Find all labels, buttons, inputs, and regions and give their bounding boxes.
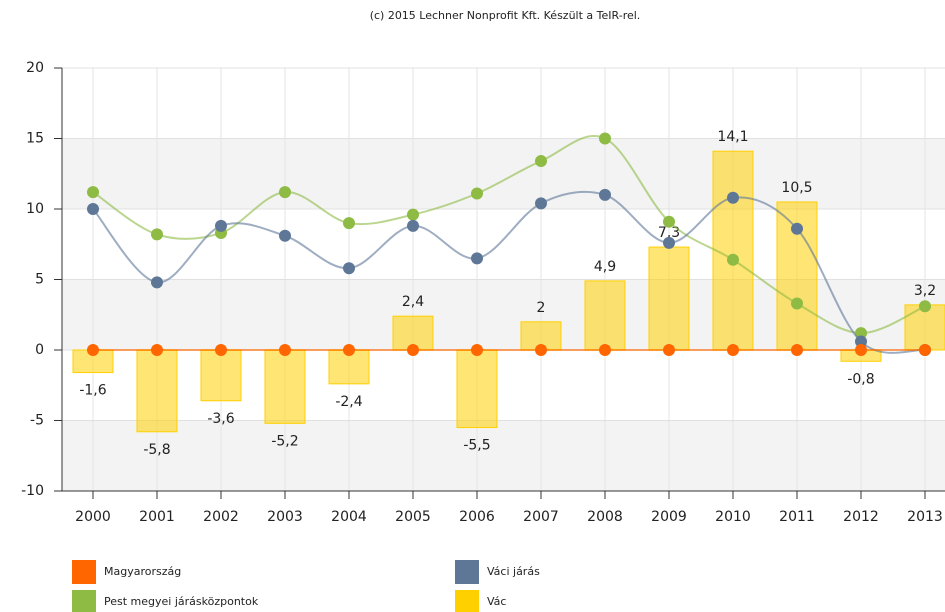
bar xyxy=(136,349,178,433)
marker xyxy=(535,155,547,168)
marker xyxy=(343,217,355,230)
marker xyxy=(215,219,227,232)
marker xyxy=(87,203,99,215)
marker xyxy=(279,186,291,199)
bar xyxy=(584,280,626,351)
marker xyxy=(663,236,675,249)
marker xyxy=(663,215,675,228)
marker xyxy=(471,344,483,356)
x-tick-label: 2001 xyxy=(139,509,175,525)
data-label: -2,4 xyxy=(335,394,362,410)
x-tick-label: 2007 xyxy=(523,509,559,525)
y-tick-label: -5 xyxy=(30,413,44,429)
marker xyxy=(599,132,611,145)
chart-subtitle: (c) 2015 Lechner Nonprofit Kft. Készült … xyxy=(370,9,641,22)
data-label: 14,1 xyxy=(717,129,748,145)
marker xyxy=(407,219,419,232)
y-tick-label: 5 xyxy=(35,272,44,288)
bar xyxy=(712,150,754,351)
marker xyxy=(535,197,547,210)
marker xyxy=(855,327,867,340)
x-tick-label: 2008 xyxy=(587,509,623,525)
y-tick-label: 20 xyxy=(26,60,44,76)
x-tick-label: 2011 xyxy=(779,509,815,525)
y-tick-label: 0 xyxy=(35,342,44,358)
marker xyxy=(87,344,99,356)
data-label: 4,9 xyxy=(594,259,616,275)
marker xyxy=(151,228,163,241)
legend-swatch xyxy=(72,590,96,612)
y-tick-label: 15 xyxy=(26,131,44,147)
marker xyxy=(471,187,483,200)
marker xyxy=(151,276,163,289)
legend-swatch xyxy=(455,560,479,584)
marker xyxy=(535,344,547,356)
marker xyxy=(279,229,291,242)
marker xyxy=(279,344,291,356)
marker xyxy=(407,208,419,221)
data-label: 7,3 xyxy=(658,225,680,241)
x-tick-label: 2003 xyxy=(267,509,303,525)
marker xyxy=(919,300,931,313)
x-tick-label: 2000 xyxy=(75,509,111,525)
marker xyxy=(599,344,611,356)
legend-label: Pest megyei járásközpontok xyxy=(104,595,259,608)
bar xyxy=(456,349,498,429)
data-label: 2 xyxy=(537,300,546,316)
x-tick-label: 2012 xyxy=(843,509,879,525)
marker xyxy=(791,222,803,235)
x-tick-label: 2009 xyxy=(651,509,687,525)
data-label: -0,8 xyxy=(847,371,874,387)
marker xyxy=(663,344,675,356)
x-tick-label: 2010 xyxy=(715,509,751,525)
y-tick-label: -10 xyxy=(21,483,44,499)
data-label: -5,8 xyxy=(143,442,170,458)
x-tick-label: 2002 xyxy=(203,509,239,525)
marker xyxy=(471,252,483,265)
data-label: -1,6 xyxy=(79,383,106,399)
marker xyxy=(215,344,227,356)
data-label: -5,2 xyxy=(271,433,298,449)
marker xyxy=(151,344,163,356)
legend-swatch xyxy=(72,560,96,584)
grid-band xyxy=(62,420,945,491)
grid-band xyxy=(62,138,945,209)
x-tick-label: 2006 xyxy=(459,509,495,525)
marker xyxy=(855,335,867,348)
legend-label: Magyarország xyxy=(104,565,181,578)
data-label: 2,4 xyxy=(402,294,424,310)
legend-label: Váci járás xyxy=(487,565,540,578)
marker xyxy=(343,262,355,275)
legend-label: Vác xyxy=(487,595,506,608)
x-tick-label: 2004 xyxy=(331,509,367,525)
data-label: -5,5 xyxy=(463,438,490,454)
marker xyxy=(727,253,739,266)
marker xyxy=(407,344,419,356)
marker xyxy=(727,344,739,356)
line xyxy=(92,135,926,335)
marker xyxy=(727,191,739,204)
data-label: 10,5 xyxy=(781,180,812,196)
bar xyxy=(264,349,306,424)
marker xyxy=(87,186,99,199)
marker xyxy=(343,344,355,356)
x-tick-label: 2005 xyxy=(395,509,431,525)
bar xyxy=(200,349,242,402)
marker xyxy=(919,344,931,356)
marker xyxy=(855,344,867,356)
bar xyxy=(648,246,690,351)
y-tick-label: 10 xyxy=(26,201,44,217)
data-label: -3,6 xyxy=(207,411,234,427)
marker xyxy=(791,297,803,310)
marker xyxy=(599,188,611,201)
data-label: 3,2 xyxy=(914,283,936,299)
x-tick-label: 2013 xyxy=(907,509,943,525)
marker xyxy=(791,344,803,356)
legend-swatch xyxy=(455,590,479,612)
